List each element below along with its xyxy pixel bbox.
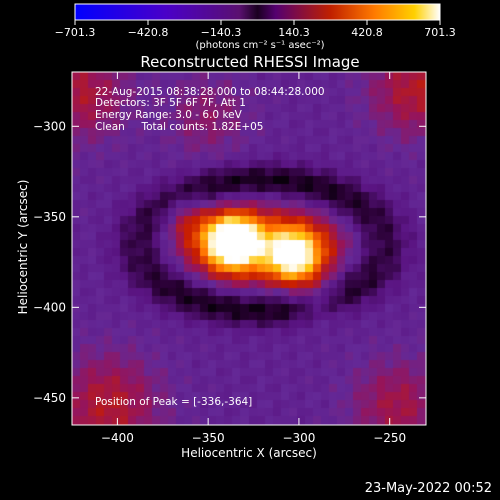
colorbar: −701.3 −420.8 −140.3 140.3 420.8 701.3 [55, 3, 456, 39]
colorbar-ticks: −701.3 −420.8 −140.3 140.3 420.8 701.3 [55, 20, 456, 39]
y-axis-label: Heliocentric Y (arcsec) [16, 179, 30, 315]
colorbar-tick-label: 701.3 [424, 26, 456, 39]
y-tick-label: −300 [33, 119, 66, 133]
footer-timestamp: 23-May-2022 00:52 [364, 481, 492, 496]
plot-frame [71, 71, 427, 426]
colorbar-gradient [74, 3, 441, 21]
y-tick-label: −450 [33, 391, 66, 405]
x-tick-label: −250 [373, 431, 406, 445]
y-tick-label: −350 [33, 210, 66, 224]
x-tick-label: −400 [101, 431, 134, 445]
colorbar-tick-label: −420.8 [128, 26, 169, 39]
y-tick-label: −400 [33, 300, 66, 314]
annotation-method-counts: Clean Total counts: 1.82E+05 [95, 121, 264, 133]
x-tick-label: −350 [192, 431, 225, 445]
annotation-detectors: Detectors: 3F 5F 6F 7F, Att 1 [95, 97, 246, 109]
x-axis-label: Heliocentric X (arcsec) [181, 446, 317, 460]
annotation-peak-position: Position of Peak = [-336,-364] [95, 396, 253, 408]
y-axis-ticks: −300 −350 −400 −450 [33, 119, 426, 405]
colorbar-tick-label: −140.3 [201, 26, 242, 39]
heatmap-image [72, 72, 426, 425]
chart-title: Reconstructed RHESSI Image [140, 53, 360, 71]
colorbar-unit-label: (photons cm⁻² s⁻¹ asec⁻²) [195, 40, 325, 51]
annotation-energy-range: Energy Range: 3.0 - 6.0 keV [95, 109, 242, 121]
x-axis-ticks: −400 −350 −300 −250 [101, 72, 406, 445]
colorbar-tick-label: 420.8 [351, 26, 383, 39]
colorbar-tick-label: 140.3 [278, 26, 310, 39]
x-tick-label: −300 [282, 431, 315, 445]
colorbar-tick-label: −701.3 [55, 26, 96, 39]
annotation-time-range: 22-Aug-2015 08:38:28.000 to 08:44:28.000 [95, 86, 325, 98]
